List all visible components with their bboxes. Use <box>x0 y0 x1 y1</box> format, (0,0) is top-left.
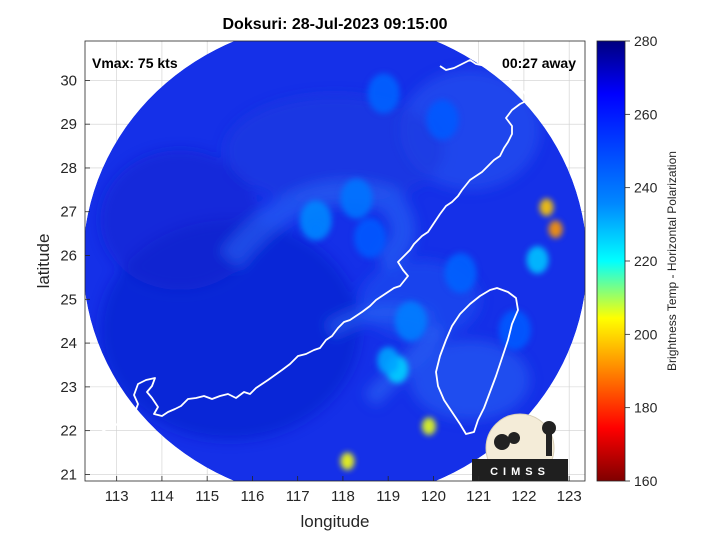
colorbar-tick-label: 160 <box>634 473 658 489</box>
brightness-feature <box>394 301 427 342</box>
brightness-feature <box>367 73 400 114</box>
x-tick-label: 123 <box>557 488 582 505</box>
x-tick-label: 116 <box>240 488 264 505</box>
chart-title: Doksuri: 28-Jul-2023 09:15:00 <box>223 16 448 33</box>
tower-icon <box>546 430 552 456</box>
brightness-feature <box>340 178 373 219</box>
colorbar-tick-label: 200 <box>634 326 658 342</box>
taiwan-coastline <box>435 287 519 435</box>
brightness-feature <box>548 220 563 239</box>
brightness-feature <box>426 99 459 140</box>
x-tick-label: 114 <box>150 488 174 505</box>
y-tick-label: 24 <box>60 335 77 352</box>
x-tick-label: 115 <box>195 488 219 505</box>
x-tick-label: 118 <box>331 488 355 505</box>
cimss-logo: CIMSS <box>472 413 568 481</box>
texture-layer <box>100 70 540 440</box>
brightness-feature <box>299 200 332 241</box>
y-tick-label: 21 <box>60 466 77 483</box>
dish-icon <box>494 434 510 450</box>
y-tick-label: 29 <box>60 116 77 133</box>
brightness-feature <box>421 417 436 436</box>
x-tick-label: 121 <box>466 488 491 505</box>
y-axis: 21 22 23 24 25 26 27 28 29 30 <box>60 72 90 483</box>
vmax-annotation: Vmax: 75 kts <box>92 55 178 71</box>
brightness-feature <box>498 309 531 350</box>
colorbar-tick-label: 240 <box>634 180 658 196</box>
brightness-feature <box>340 452 355 471</box>
brightness-feature <box>354 218 387 259</box>
colorbar: 160 180 200 220 240 260 280 Brightness Temp - … <box>596 33 679 489</box>
y-tick-label: 30 <box>60 72 77 89</box>
colorbar-tick-label: 180 <box>634 400 658 416</box>
colorbar-tick-label: 280 <box>634 33 658 49</box>
colorbar-gradient <box>596 40 626 482</box>
logo-text: CIMSS <box>490 466 550 478</box>
brightness-feature <box>377 346 400 375</box>
x-tick-label: 122 <box>511 488 536 505</box>
y-tick-label: 22 <box>60 423 77 440</box>
time-away-annotation: 00:27 away <box>502 55 576 71</box>
y-tick-label: 26 <box>60 248 77 265</box>
coastline <box>85 59 529 443</box>
colorbar-ticks: 160 180 200 220 240 260 280 <box>625 33 658 489</box>
brightness-feature <box>539 198 554 217</box>
x-tick-label: 113 <box>105 488 129 505</box>
brightness-features <box>299 73 563 471</box>
x-tick-label: 119 <box>376 488 400 505</box>
y-tick-label: 28 <box>60 160 77 177</box>
y-tick-label: 27 <box>60 204 77 221</box>
y-tick-label: 23 <box>60 379 77 396</box>
x-tick-label: 120 <box>421 488 446 505</box>
colorbar-tick-label: 220 <box>634 253 658 269</box>
x-tick-label: 117 <box>286 488 310 505</box>
microwave-swath <box>85 41 585 481</box>
colorbar-label: Brightness Temp - Horizontal Polarizatio… <box>665 151 679 371</box>
china-coastline <box>85 59 529 443</box>
x-axis-label: longitude <box>300 512 369 531</box>
colorbar-tick-label: 260 <box>634 106 658 122</box>
y-axis-label: latitude <box>34 234 53 289</box>
logo-band <box>472 459 568 481</box>
plot-frame <box>84 40 586 482</box>
brightness-feature <box>526 246 549 274</box>
x-axis: 113 114 115 116 117 118 119 120 121 122 123 <box>105 476 582 505</box>
y-tick-label: 25 <box>60 291 77 308</box>
brightness-feature <box>444 253 477 294</box>
storm-center <box>309 223 322 236</box>
plot-area: CIMSS Vmax: 75 kts 00:27 away <box>85 41 585 481</box>
